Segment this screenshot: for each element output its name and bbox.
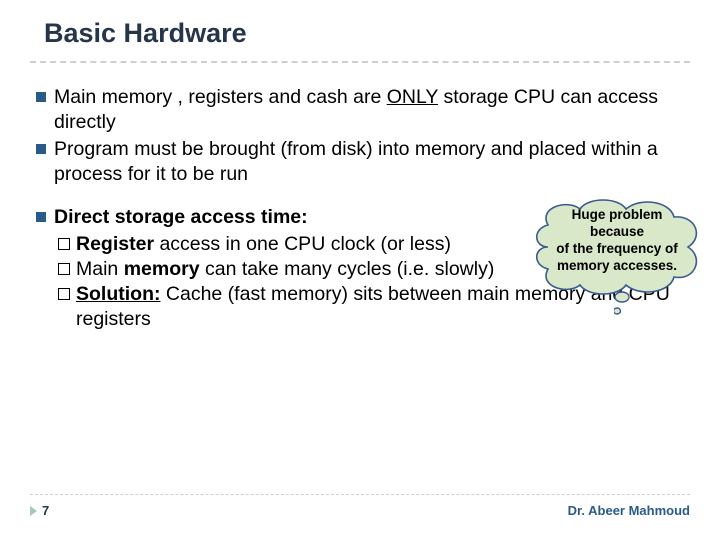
checkbox-icon bbox=[58, 288, 70, 300]
page-number: 7 bbox=[30, 503, 49, 518]
callout-text: Huge problem because of the frequency of… bbox=[528, 207, 706, 275]
slide-title: Basic Hardware bbox=[30, 18, 690, 57]
checkbox-icon bbox=[58, 263, 70, 275]
sub-text: Main memory can take many cycles (i.e. s… bbox=[76, 257, 494, 282]
bullet-icon bbox=[36, 144, 46, 154]
bullet-icon bbox=[36, 212, 46, 222]
footer-divider bbox=[30, 494, 690, 495]
footer: 7 Dr. Abeer Mahmoud bbox=[30, 494, 690, 518]
checkbox-icon bbox=[58, 238, 70, 250]
bullet-text: Direct storage access time: bbox=[54, 205, 308, 230]
bullet-icon bbox=[36, 92, 46, 102]
sub-text: Register access in one CPU clock (or les… bbox=[76, 232, 451, 257]
bullet-item: Program must be brought (from disk) into… bbox=[36, 137, 690, 187]
triangle-icon bbox=[30, 506, 37, 516]
bullet-text: Main memory , registers and cash are ONL… bbox=[54, 85, 690, 135]
bullet-text: Program must be brought (from disk) into… bbox=[54, 137, 690, 187]
cloud-tail-icon bbox=[614, 291, 636, 319]
author-label: Dr. Abeer Mahmoud bbox=[568, 503, 690, 518]
bullet-item: Main memory , registers and cash are ONL… bbox=[36, 85, 690, 135]
thought-callout: Huge problem because of the frequency of… bbox=[528, 195, 706, 299]
title-divider bbox=[30, 61, 690, 63]
